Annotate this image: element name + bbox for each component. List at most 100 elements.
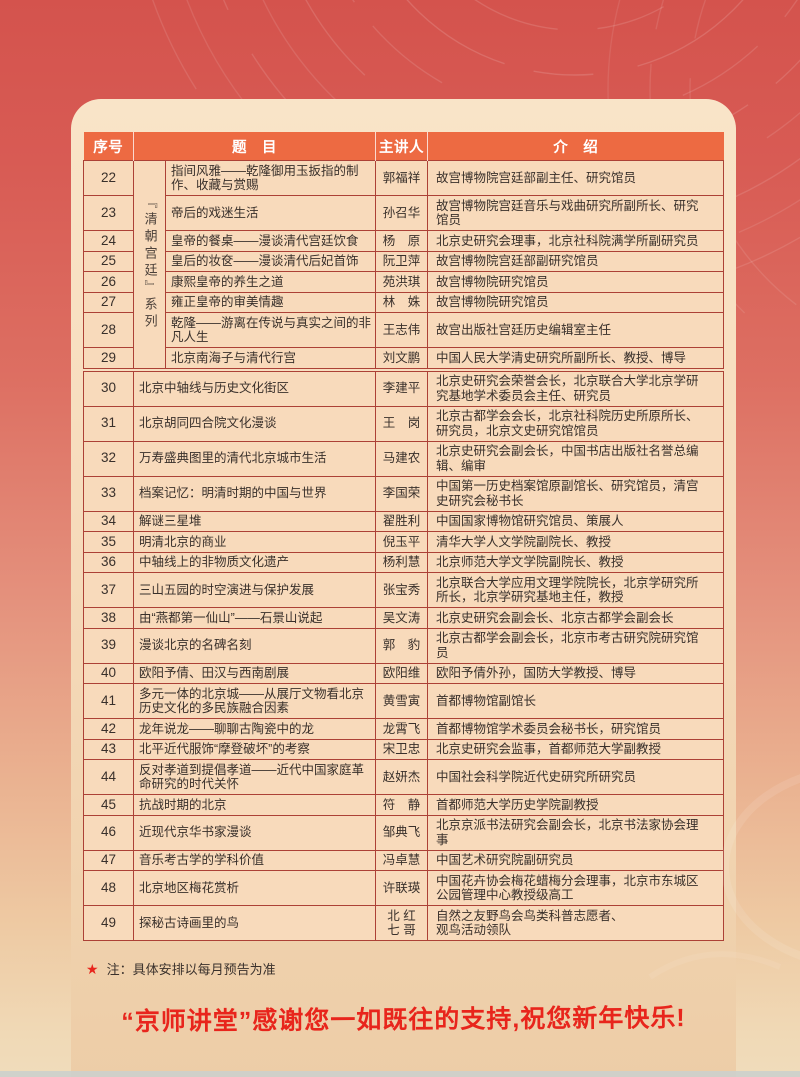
speaker-name: 翟胜利	[375, 510, 428, 532]
speaker-intro: 中国第一历史档案馆原副馆长、研究馆员，清宫史研究会秘书长	[427, 475, 724, 512]
table-row: 49 探秘古诗画里的鸟北 红 七 哥自然之友野鸟会鸟类科普志愿者、 观鸟活动领队	[83, 905, 724, 941]
row-number: 24	[83, 230, 134, 252]
lecture-title: 帝后的戏迷生活	[165, 195, 376, 231]
row-number: 49	[83, 905, 134, 941]
speaker-intro: 北京古都学会副会长，北京市考古研究院研究馆员	[427, 627, 724, 664]
row-number: 45	[83, 794, 134, 816]
table-row: 38 由“燕都第一仙山”——石景山说起 吴文涛 北京史研究会副会长、北京古都学会副会长	[83, 607, 724, 629]
series-label: 『清朝宫廷』系列	[142, 194, 158, 331]
col-header-intro: 介 绍	[427, 132, 724, 161]
speaker-intro: 北京史研究会副会长，中国书店出版社名誉总编辑、编审	[427, 440, 724, 477]
speaker-name: 杨 原	[375, 230, 428, 252]
lecture-title: 明清北京的商业	[133, 531, 376, 553]
lecture-title: 北京地区梅花赏析	[133, 870, 376, 906]
row-number: 44	[83, 759, 134, 795]
lecture-title: 指间风雅——乾隆御用玉扳指的制作、收藏与赏赐	[165, 160, 376, 196]
table-row: 31 北京胡同四合院文化漫谈王 岗北京古都学会会长，北京社科院历史所原所长、研究员…	[83, 405, 724, 442]
speaker-intro: 北京史研究会副会长、北京古都学会副会长	[427, 607, 724, 629]
speaker-name: 张宝秀	[375, 572, 428, 608]
table-row: 23 帝后的戏迷生活 孙召华 故宫博物院宫廷音乐与戏曲研究所副所长、研究馆员	[83, 195, 724, 231]
speaker-name: 邹典飞	[375, 814, 428, 851]
lecture-title: 音乐考古学的学科价值	[133, 849, 376, 871]
thanks-message: “京师讲堂”感谢您一如既往的支持,祝您新年快乐!	[121, 1004, 686, 1036]
row-number: 36	[83, 551, 134, 573]
speaker-intro: 北京史研究会荣誉会长，北京联合大学北京学研究基地学术委员会主任、研究员	[427, 367, 724, 407]
lecture-title: 乾隆——游离在传说与真实之间的非凡人生	[165, 312, 376, 348]
speaker-intro: 中国人民大学清史研究所副所长、教授、博导	[427, 347, 724, 370]
lecture-title: 北京胡同四合院文化漫谈	[133, 405, 376, 442]
row-number: 28	[83, 312, 134, 348]
speaker-name: 郭 豹	[375, 627, 428, 664]
table-row: 40 欧阳予倩、田汉与西南剧展 欧阳维 欧阳予倩外孙，国防大学教授、博导	[83, 662, 724, 684]
col-header-no: 序号	[83, 132, 134, 161]
speaker-intro: 中国艺术研究院副研究员	[427, 849, 724, 871]
lecture-title: 皇后的妆奁——漫谈清代后妃首饰	[165, 250, 376, 272]
speaker-intro: 首都师范大学历史学院副教授	[427, 794, 724, 816]
table-row: 24 皇帝的餐桌——漫谈清代宫廷饮食杨 原北京史研究会理事，北京社科院满学所副研究…	[83, 230, 724, 252]
speaker-name: 北 红 七 哥	[375, 905, 428, 941]
speaker-name: 苑洪琪	[375, 271, 428, 293]
speaker-intro: 中国社会科学院近代史研究所研究员	[427, 759, 724, 795]
row-number: 35	[83, 531, 134, 553]
row-number: 22	[83, 160, 134, 196]
speaker-intro: 北京古都学会会长，北京社科院历史所原所长、研究员，北京文史研究馆馆员	[427, 405, 724, 442]
lecture-title: 档案记忆：明清时期的中国与世界	[133, 475, 376, 512]
lecture-title: 万寿盛典图里的清代北京城市生活	[133, 440, 376, 477]
table-row: 33 档案记忆：明清时期的中国与世界 李国荣 中国第一历史档案馆原副馆长、研究馆员，清…	[83, 475, 724, 512]
speaker-intro: 故宫博物院研究馆员	[427, 291, 724, 313]
table-row: 41 多元一体的北京城——从展厅文物看北京历史文化的多民族融合因素 黄雪寅 首都博物馆…	[83, 683, 724, 719]
table-row: 32 万寿盛典图里的清代北京城市生活 马建农 北京史研究会副会长，中国书店出版社名誉总…	[83, 440, 724, 477]
table-row: 37 三山五园的时空演进与保护发展 张宝秀 北京联合大学应用文理学院院长，北京学研究所…	[83, 572, 724, 608]
speaker-intro: 故宫出版社宫廷历史编辑室主任	[427, 312, 724, 348]
row-number: 27	[83, 291, 134, 313]
speaker-intro: 清华大学人文学院副院长、教授	[427, 531, 724, 553]
table-row: 47 音乐考古学的学科价值 冯卓慧 中国艺术研究院副研究员	[83, 849, 724, 871]
lecture-title: 北平近代服饰“摩登破坏”的考察	[133, 738, 376, 760]
table-row: 45 抗战时期的北京符 静首都师范大学历史学院副教授	[83, 794, 724, 816]
table-row: 28 乾隆——游离在传说与真实之间的非凡人生 王志伟 故宫出版社宫廷历史编辑室主任	[83, 312, 724, 348]
table-header-row: 序号 题 目 主讲人 介 绍	[83, 132, 724, 161]
row-number: 48	[83, 870, 134, 906]
table-row: 35 明清北京的商业 倪玉平 清华大学人文学院副院长、教授	[83, 531, 724, 553]
speaker-intro: 首都博物馆副馆长	[427, 683, 724, 719]
lecture-title: 龙年说龙——聊聊古陶瓷中的龙	[133, 718, 376, 740]
row-number: 23	[83, 195, 134, 231]
lecture-title: 解谜三星堆	[133, 510, 376, 532]
speaker-name: 马建农	[375, 440, 428, 477]
table-row: 48 北京地区梅花赏析 许联瑛 中国花卉协会梅花蜡梅分会理事，北京市东城区公园管理中心…	[83, 870, 724, 906]
row-number: 32	[83, 440, 134, 477]
series-label-cell: 『清朝宫廷』系列	[133, 160, 166, 370]
note-line: ★ 注：具体安排以每月预告为准	[86, 959, 736, 978]
speaker-intro: 北京史研究会理事，北京社科院满学所副研究员	[427, 230, 724, 252]
lecture-title: 近现代京华书家漫谈	[133, 814, 376, 851]
row-number: 29	[83, 347, 134, 370]
row-number: 39	[83, 627, 134, 664]
speaker-name: 黄雪寅	[375, 683, 428, 719]
speaker-intro: 欧阳予倩外孙，国防大学教授、博导	[427, 662, 724, 684]
table-row: 44 反对孝道到提倡孝道——近代中国家庭革命研究的时代关怀 赵妍杰 中国社会科学院近代…	[83, 759, 724, 795]
speaker-name: 阮卫萍	[375, 250, 428, 272]
speaker-intro: 故宫博物院宫廷部副研究馆员	[427, 250, 724, 272]
lecture-title: 雍正皇帝的审美情趣	[165, 291, 376, 313]
star-icon: ★	[86, 961, 99, 977]
row-number: 40	[83, 662, 134, 684]
lecture-title: 北京南海子与清代行宫	[165, 347, 376, 370]
speaker-name: 杨利慧	[375, 551, 428, 573]
speaker-intro: 北京京派书法研究会副会长，北京书法家协会理事	[427, 814, 724, 851]
speaker-intro: 中国花卉协会梅花蜡梅分会理事，北京市东城区公园管理中心教授级高工	[427, 870, 724, 906]
scan-edge-strip	[0, 1071, 800, 1077]
table-row: 29 北京南海子与清代行宫 刘文鹏 中国人民大学清史研究所副所长、教授、博导	[83, 347, 724, 370]
speaker-intro: 自然之友野鸟会鸟类科普志愿者、 观鸟活动领队	[427, 905, 724, 941]
lecture-title: 皇帝的餐桌——漫谈清代宫廷饮食	[165, 230, 376, 252]
row-number: 33	[83, 475, 134, 512]
lecture-title: 北京中轴线与历史文化街区	[133, 367, 376, 407]
table-row: 26 康熙皇帝的养生之道 苑洪琪 故宫博物院研究馆员	[83, 271, 724, 293]
table-row: 22 『清朝宫廷』系列 指间风雅——乾隆御用玉扳指的制作、收藏与赏赐 郭福祥 故宫博物院…	[83, 160, 724, 370]
row-number: 26	[83, 271, 134, 293]
col-header-speaker: 主讲人	[375, 132, 428, 161]
lecture-title: 探秘古诗画里的鸟	[133, 905, 376, 941]
table-row: 39 漫谈北京的名碑名刻郭 豹北京古都学会副会长，北京市考古研究院研究馆员	[83, 627, 724, 664]
row-number: 46	[83, 814, 134, 851]
lecture-title: 漫谈北京的名碑名刻	[133, 627, 376, 664]
row-number: 31	[83, 405, 134, 442]
